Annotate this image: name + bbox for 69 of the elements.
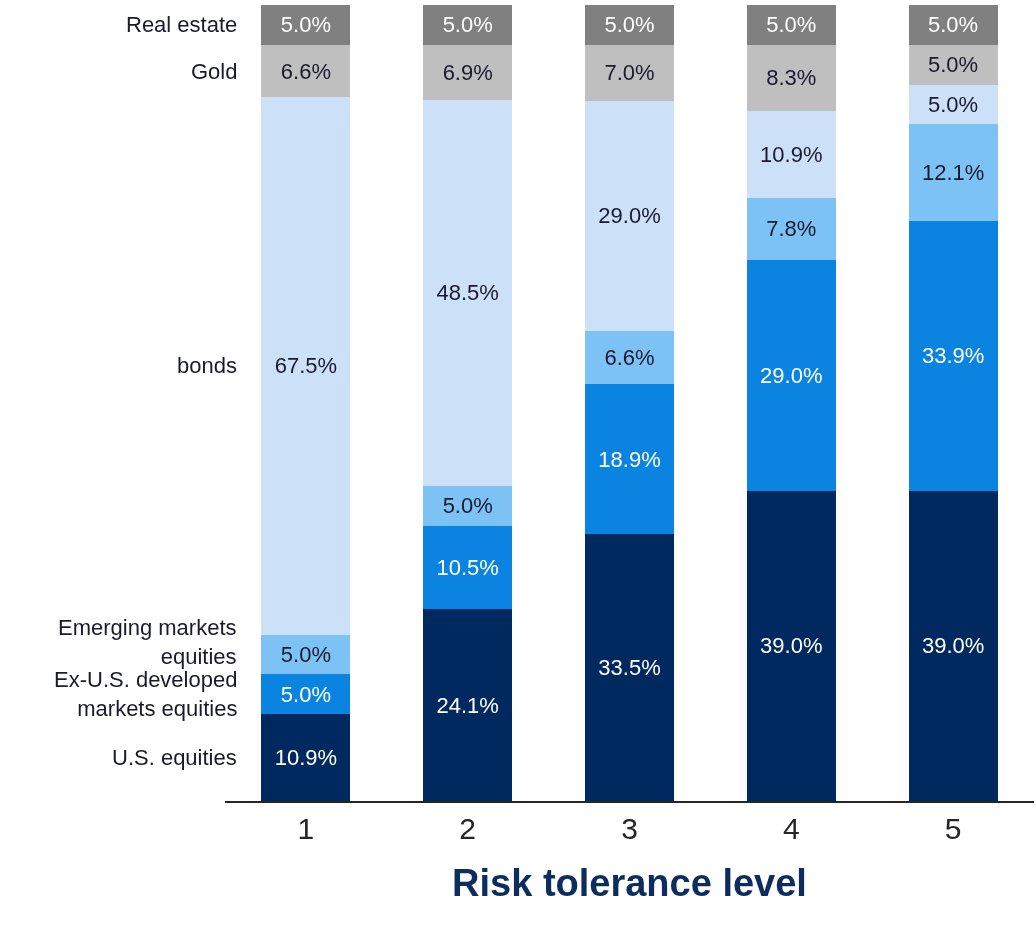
bar bbox=[746, 490, 836, 801]
data-label: 29.0% bbox=[760, 362, 823, 388]
series-label: bonds bbox=[177, 353, 237, 378]
bar bbox=[585, 534, 674, 801]
data-label: 7.8% bbox=[766, 216, 817, 242]
series-label: Gold bbox=[191, 59, 238, 84]
series-label: Real estate bbox=[126, 12, 238, 37]
bar bbox=[746, 5, 836, 45]
bar bbox=[423, 5, 513, 45]
data-label: 5.0% bbox=[928, 12, 979, 38]
data-label: 10.5% bbox=[436, 554, 499, 580]
bar bbox=[585, 100, 674, 332]
x-tick-label: 1 bbox=[297, 812, 315, 845]
x-axis-title: Risk tolerance level bbox=[452, 861, 807, 904]
bar bbox=[585, 383, 674, 535]
bar bbox=[261, 674, 351, 715]
data-label: 39.0% bbox=[760, 633, 823, 659]
data-label: 5.0% bbox=[928, 92, 979, 117]
data-label: 33.9% bbox=[921, 343, 985, 369]
data-label: 5.0% bbox=[442, 493, 493, 519]
series-label: U.S. equities bbox=[112, 745, 237, 770]
bar bbox=[908, 220, 998, 491]
data-label: 12.1% bbox=[921, 160, 985, 186]
bar bbox=[261, 714, 351, 801]
x-tick-label: 3 bbox=[621, 812, 638, 845]
data-label: 48.5% bbox=[436, 280, 499, 306]
data-label: 10.9% bbox=[274, 745, 338, 771]
data-label: 8.3% bbox=[766, 65, 817, 91]
bar bbox=[261, 5, 351, 45]
bar bbox=[423, 525, 513, 610]
data-label: 39.0% bbox=[921, 633, 985, 659]
bar bbox=[908, 124, 998, 221]
bar bbox=[423, 44, 513, 100]
data-label: 67.5% bbox=[274, 353, 338, 379]
bar bbox=[423, 485, 513, 526]
bar bbox=[423, 609, 513, 801]
bar bbox=[746, 259, 836, 491]
data-label: 5.0% bbox=[442, 12, 493, 38]
data-label: 33.5% bbox=[598, 655, 661, 681]
data-label: 6.9% bbox=[442, 59, 493, 85]
data-label: 18.9% bbox=[598, 446, 661, 472]
bar bbox=[261, 44, 351, 98]
data-label: 6.6% bbox=[604, 345, 655, 371]
bar bbox=[908, 5, 998, 45]
series-label: Emerging markets equities bbox=[58, 615, 237, 669]
data-label: 7.0% bbox=[604, 60, 655, 86]
x-tick-label: 2 bbox=[459, 812, 477, 845]
data-label: 5.0% bbox=[928, 52, 979, 78]
data-label: 5.0% bbox=[280, 12, 331, 38]
x-tick-label: 5 bbox=[944, 812, 962, 845]
bar bbox=[908, 490, 998, 801]
bar bbox=[746, 44, 836, 111]
x-tick-label: 4 bbox=[782, 812, 800, 845]
data-label: 5.0% bbox=[280, 642, 331, 668]
data-label: 29.0% bbox=[598, 203, 661, 229]
bar bbox=[261, 97, 351, 635]
bar bbox=[585, 331, 674, 384]
bar bbox=[585, 5, 674, 45]
bar bbox=[908, 44, 998, 85]
data-label: 6.6% bbox=[280, 58, 331, 84]
data-label: 5.0% bbox=[280, 681, 331, 707]
bar bbox=[746, 110, 836, 198]
bar bbox=[423, 99, 513, 486]
data-label: 5.0% bbox=[766, 12, 817, 38]
data-label: 5.0% bbox=[604, 12, 655, 38]
data-label: 24.1% bbox=[436, 692, 499, 718]
data-label: 10.9% bbox=[760, 141, 823, 167]
bar bbox=[585, 44, 674, 101]
bar bbox=[746, 197, 836, 260]
